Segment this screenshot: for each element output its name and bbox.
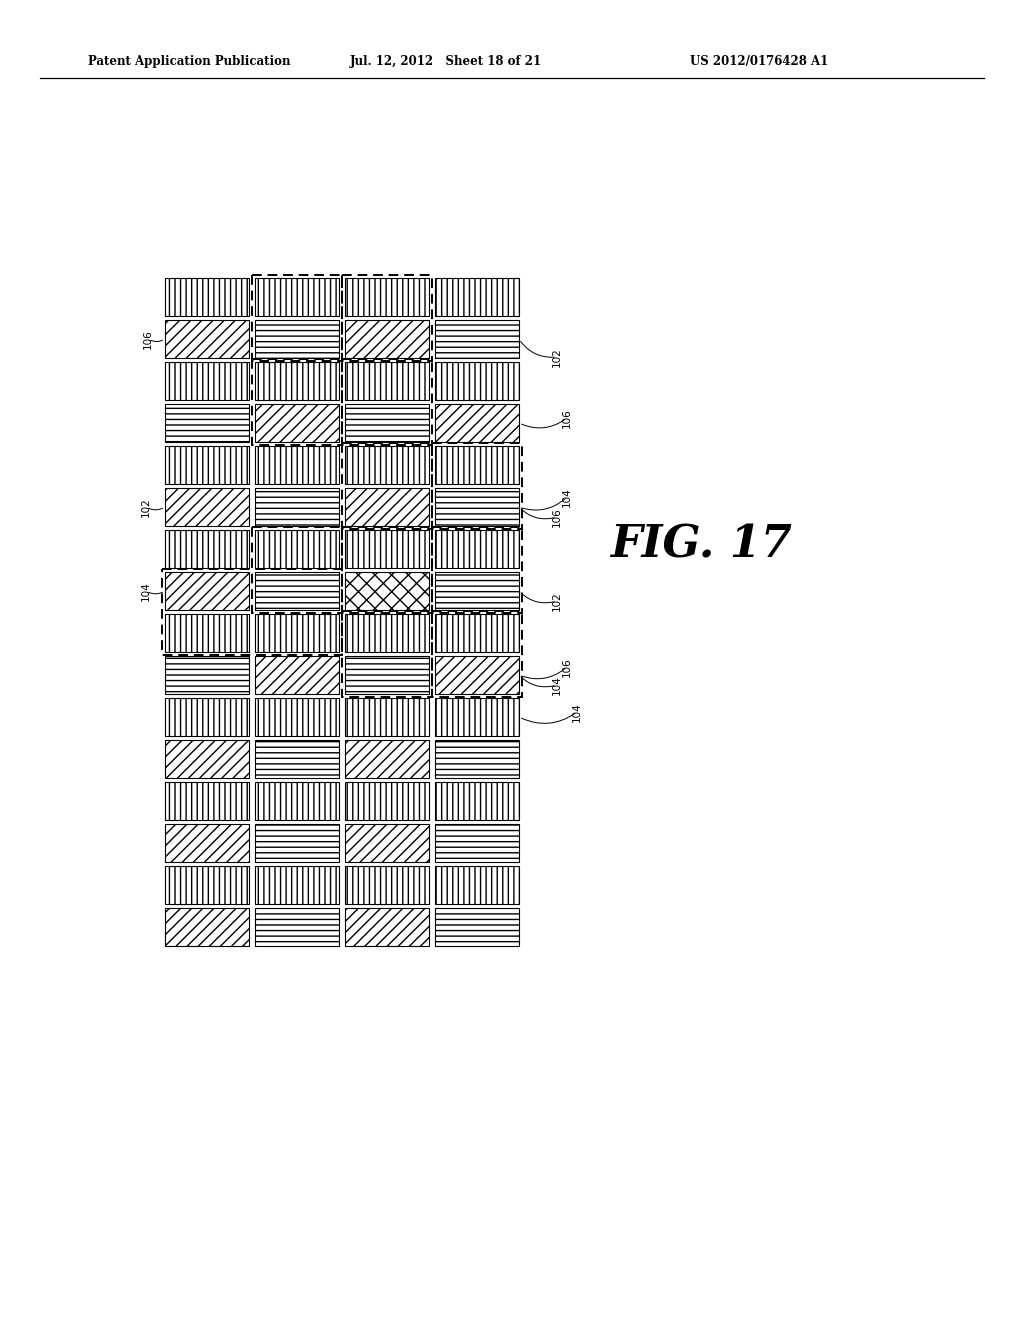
FancyBboxPatch shape	[255, 866, 339, 904]
FancyBboxPatch shape	[165, 446, 249, 484]
Text: FIG. 17: FIG. 17	[610, 524, 792, 566]
FancyBboxPatch shape	[165, 908, 249, 946]
FancyBboxPatch shape	[255, 319, 339, 358]
FancyBboxPatch shape	[255, 446, 339, 484]
FancyBboxPatch shape	[435, 741, 519, 777]
Text: 102: 102	[552, 347, 562, 367]
FancyBboxPatch shape	[435, 908, 519, 946]
Text: 102: 102	[141, 498, 151, 517]
FancyBboxPatch shape	[345, 279, 429, 315]
Text: 104: 104	[141, 581, 151, 601]
FancyBboxPatch shape	[165, 698, 249, 737]
Text: 106: 106	[562, 657, 572, 677]
FancyBboxPatch shape	[255, 908, 339, 946]
FancyBboxPatch shape	[345, 319, 429, 358]
FancyBboxPatch shape	[345, 531, 429, 568]
FancyBboxPatch shape	[255, 656, 339, 694]
FancyBboxPatch shape	[435, 781, 519, 820]
FancyBboxPatch shape	[435, 279, 519, 315]
FancyBboxPatch shape	[165, 279, 249, 315]
FancyBboxPatch shape	[345, 698, 429, 737]
FancyBboxPatch shape	[165, 404, 249, 442]
FancyBboxPatch shape	[435, 614, 519, 652]
FancyBboxPatch shape	[345, 656, 429, 694]
FancyBboxPatch shape	[345, 404, 429, 442]
Text: Patent Application Publication: Patent Application Publication	[88, 55, 291, 69]
Text: 104: 104	[572, 702, 582, 722]
FancyBboxPatch shape	[165, 781, 249, 820]
FancyBboxPatch shape	[165, 866, 249, 904]
FancyBboxPatch shape	[345, 572, 429, 610]
FancyBboxPatch shape	[165, 488, 249, 525]
FancyBboxPatch shape	[345, 866, 429, 904]
FancyBboxPatch shape	[435, 866, 519, 904]
FancyBboxPatch shape	[345, 614, 429, 652]
FancyBboxPatch shape	[255, 781, 339, 820]
Text: US 2012/0176428 A1: US 2012/0176428 A1	[690, 55, 828, 69]
FancyBboxPatch shape	[435, 824, 519, 862]
FancyBboxPatch shape	[435, 446, 519, 484]
FancyBboxPatch shape	[165, 824, 249, 862]
FancyBboxPatch shape	[345, 824, 429, 862]
Text: 106: 106	[143, 329, 153, 348]
Text: 104: 104	[562, 487, 572, 507]
Text: 106: 106	[552, 507, 562, 527]
FancyBboxPatch shape	[255, 362, 339, 400]
Text: 106: 106	[562, 408, 572, 428]
Text: Jul. 12, 2012   Sheet 18 of 21: Jul. 12, 2012 Sheet 18 of 21	[350, 55, 542, 69]
FancyBboxPatch shape	[345, 741, 429, 777]
FancyBboxPatch shape	[435, 656, 519, 694]
FancyBboxPatch shape	[255, 824, 339, 862]
FancyBboxPatch shape	[435, 531, 519, 568]
FancyBboxPatch shape	[255, 404, 339, 442]
FancyBboxPatch shape	[345, 362, 429, 400]
FancyBboxPatch shape	[435, 362, 519, 400]
FancyBboxPatch shape	[435, 488, 519, 525]
FancyBboxPatch shape	[165, 614, 249, 652]
FancyBboxPatch shape	[255, 531, 339, 568]
FancyBboxPatch shape	[165, 362, 249, 400]
FancyBboxPatch shape	[345, 908, 429, 946]
FancyBboxPatch shape	[435, 698, 519, 737]
FancyBboxPatch shape	[345, 446, 429, 484]
FancyBboxPatch shape	[165, 741, 249, 777]
FancyBboxPatch shape	[435, 319, 519, 358]
FancyBboxPatch shape	[345, 488, 429, 525]
FancyBboxPatch shape	[165, 572, 249, 610]
Text: 102: 102	[552, 591, 562, 611]
Text: 104: 104	[552, 675, 562, 694]
FancyBboxPatch shape	[165, 319, 249, 358]
FancyBboxPatch shape	[435, 572, 519, 610]
FancyBboxPatch shape	[435, 404, 519, 442]
FancyBboxPatch shape	[255, 614, 339, 652]
FancyBboxPatch shape	[345, 781, 429, 820]
FancyBboxPatch shape	[255, 488, 339, 525]
FancyBboxPatch shape	[165, 531, 249, 568]
FancyBboxPatch shape	[255, 572, 339, 610]
FancyBboxPatch shape	[165, 656, 249, 694]
FancyBboxPatch shape	[255, 698, 339, 737]
FancyBboxPatch shape	[255, 279, 339, 315]
FancyBboxPatch shape	[255, 741, 339, 777]
